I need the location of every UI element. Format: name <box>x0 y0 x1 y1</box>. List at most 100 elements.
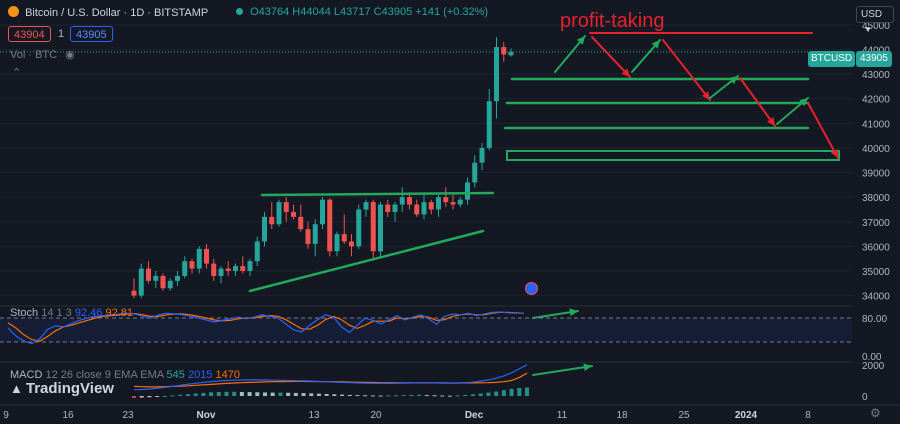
currency-selector[interactable]: USD ▼ <box>856 6 894 34</box>
macd-histogram-bar <box>440 395 445 397</box>
sell-button[interactable]: 43904 <box>8 26 51 42</box>
macd-histogram-bar <box>401 395 406 397</box>
macd-histogram-bar <box>193 393 198 396</box>
macd-histogram-bar <box>455 395 460 397</box>
candlesticks <box>131 37 514 299</box>
macd-histogram-bar <box>185 394 190 396</box>
candle-body <box>428 202 434 210</box>
ohlc-readout: O43764 H44044 L43717 C43905 +141 (+0.32%… <box>236 6 488 18</box>
symbol-header[interactable]: Bitcoin / U.S. Dollar · 1D · BITSTAMP <box>8 6 208 19</box>
candle-body <box>370 202 376 252</box>
candle-body <box>225 268 231 272</box>
tradingview-mark-icon: ▲ <box>10 381 23 396</box>
macd-histogram-bar <box>293 392 298 396</box>
macd-histogram-bar <box>394 395 398 397</box>
price-tick-label: 42000 <box>862 95 890 106</box>
candle-body <box>291 211 296 217</box>
macd-histogram-bar <box>478 393 483 396</box>
time-tick-label: 2024 <box>735 410 758 421</box>
candle-body <box>160 275 166 289</box>
macd-histogram-bar <box>363 395 368 397</box>
price-tick-label: 36000 <box>862 242 890 253</box>
candle-body <box>298 216 304 230</box>
red-arrow-down-4 <box>807 102 839 159</box>
candle-body <box>211 263 217 276</box>
macd-histogram-bar <box>324 393 329 396</box>
bitcoin-icon <box>8 6 19 17</box>
red-arrow-down-1-head <box>621 68 630 77</box>
candle-body <box>131 290 137 296</box>
currency-label: USD <box>861 9 883 20</box>
low-value: L43717 <box>333 6 371 18</box>
price-tick-label: 43000 <box>862 70 890 81</box>
candle-body <box>262 216 267 242</box>
time-tick-label: 11 <box>557 410 568 421</box>
macd-tick-label: 2000 <box>862 361 885 372</box>
candle-body <box>341 234 347 242</box>
candle-body <box>378 204 383 252</box>
candle-body <box>283 202 289 212</box>
macd-histogram-bar <box>386 395 391 397</box>
candle-body <box>414 204 420 215</box>
price-tick-label: 38000 <box>862 193 890 204</box>
candle-body <box>254 241 260 262</box>
time-tick-label: 20 <box>370 410 382 421</box>
tradingview-logo: ▲ TradingView <box>10 380 114 397</box>
macd-histogram-bar <box>132 396 136 398</box>
volume-toggle[interactable]: Vol · BTC ◉ <box>10 48 75 61</box>
close-value: C43905 <box>373 6 413 18</box>
macd-panel: 2000 0 <box>0 361 885 403</box>
symbol-price-tag: BTCUSD <box>808 51 856 67</box>
macd-legend[interactable]: MACD 12 26 close 9 EMA EMA 545 2015 1470 <box>10 369 240 381</box>
macd-histogram-bar <box>463 394 468 396</box>
collapse-chevron-icon[interactable]: ⌃ <box>12 67 22 79</box>
macd-histogram-bar <box>332 394 337 396</box>
green-arrow-up-2-head <box>651 40 660 49</box>
macd-line-value: 2015 <box>187 369 213 381</box>
candle-body <box>189 261 195 269</box>
time-tick-label: 18 <box>616 410 628 421</box>
stoch-green-arrow-head <box>569 308 578 317</box>
macd-histogram-bar <box>216 391 221 396</box>
price-tick-label: 39000 <box>862 169 890 180</box>
candle-body <box>392 204 398 212</box>
settings-gear-icon[interactable]: ⚙ <box>870 406 881 420</box>
eye-icon[interactable]: ◉ <box>65 49 75 61</box>
green-arrow-up-3-head <box>729 76 738 85</box>
buy-button[interactable]: 43905 <box>70 26 113 42</box>
profit-taking-label: profit-taking <box>560 10 665 32</box>
resistance-line <box>260 191 495 197</box>
stoch-label: Stoch <box>10 307 39 319</box>
red-arrow-down-4-head <box>830 149 838 158</box>
stoch-level-label: 80.00 <box>862 314 887 325</box>
macd-histogram-bar <box>370 395 375 397</box>
macd-histogram-bar <box>139 396 144 398</box>
price-tick-label: 40000 <box>862 144 890 155</box>
candle-body <box>305 229 311 244</box>
candle-body <box>356 209 362 247</box>
red-arrow-down-1 <box>591 36 631 78</box>
candle-body <box>465 182 470 200</box>
macd-histogram-bar <box>309 393 314 396</box>
time-tick-label: 8 <box>805 410 811 421</box>
macd-histogram-bar <box>494 391 499 396</box>
macd-histogram-bar <box>286 392 291 396</box>
red-arrow-down-3-head <box>767 117 775 126</box>
candle-body <box>385 204 391 212</box>
stoch-legend[interactable]: Stoch 14 1 3 92.46 92.81 <box>10 307 133 319</box>
candle-body <box>138 268 144 296</box>
candle-body <box>472 162 478 183</box>
macd-line <box>133 364 528 391</box>
macd-histogram-bar <box>239 391 244 396</box>
events-flag-icon[interactable] <box>525 282 538 298</box>
price-tick-label: 45000 <box>862 21 890 32</box>
annotations <box>248 32 840 376</box>
candle-body <box>204 248 209 264</box>
candle-body <box>276 202 282 225</box>
candle-body <box>479 147 485 163</box>
macd-histogram-bar <box>155 396 160 397</box>
macd-histogram-bar <box>270 392 275 396</box>
macd-histogram-bar <box>263 392 267 396</box>
macd-histogram-bar <box>471 394 476 396</box>
stoch-k-value: 92.46 <box>74 307 103 319</box>
